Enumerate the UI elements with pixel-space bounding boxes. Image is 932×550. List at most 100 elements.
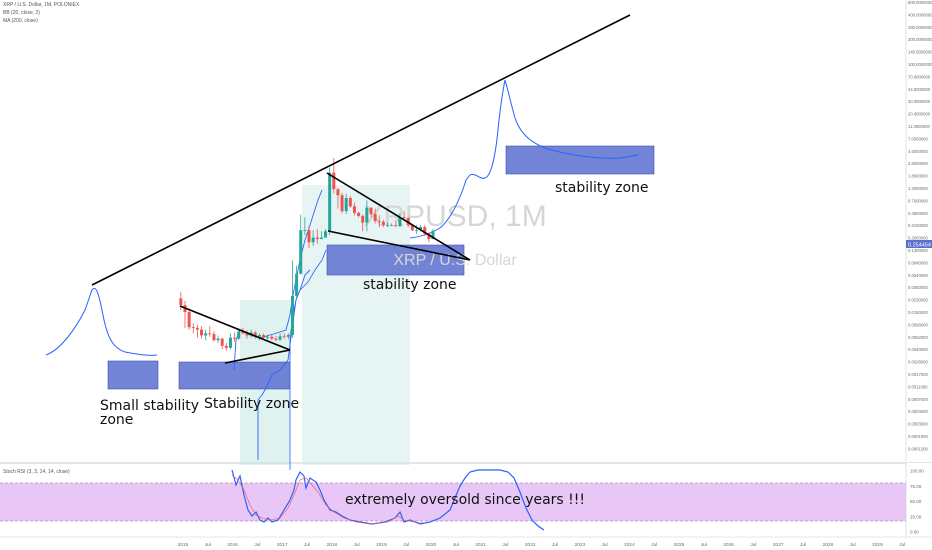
candle-body [262, 335, 266, 338]
time-axis-label: Jul [552, 542, 558, 548]
time-axis-label: 2022 [525, 542, 536, 548]
price-axis-label: 7.0000000 [908, 136, 928, 141]
stoch-rsi-pane[interactable]: extremely oversold since years !!! 100.0… [0, 463, 932, 537]
rsi-note: extremely oversold since years !!! [345, 492, 585, 508]
candle-body [311, 237, 315, 243]
price-axis-label: 0.7600000 [908, 198, 928, 203]
price-axis-label: 0.0026000 [908, 360, 928, 365]
candle-body [361, 215, 365, 223]
candle-body [204, 333, 208, 336]
price-axis-label: 20.0000000 [908, 112, 931, 117]
watermark: XRPUSD, 1M XRP / U.S. Dollar [363, 200, 546, 269]
candle-body [282, 336, 286, 338]
time-axis-label: Jul [602, 542, 608, 548]
stability-zone-label-3: stability zone [555, 180, 649, 196]
rsi-axis-label: 100.00 [910, 469, 924, 474]
candle-body [377, 220, 381, 222]
candle-body [187, 312, 191, 328]
time-axis-label: 2028 [822, 542, 833, 548]
band-line-2020 [409, 79, 639, 239]
band-lower-2016 [257, 269, 311, 460]
price-axis-label: 30.0000000 [908, 99, 931, 104]
time-axis-label: Jul [254, 542, 260, 548]
candle-body [386, 225, 390, 226]
price-axis-label: 0.0017000 [908, 372, 928, 377]
price-axis-label: 0.0350000 [908, 285, 928, 290]
watermark-name: XRP / U.S. Dollar [393, 252, 517, 269]
time-axis-label: 2024 [624, 542, 635, 548]
time-axis-label: 2019 [376, 542, 387, 548]
trend-lines [91, 14, 631, 364]
candle-body [373, 214, 377, 221]
zone-labels: Small stability zone Stability zone stab… [100, 180, 649, 428]
stability-zone-label-2: stability zone [363, 277, 457, 293]
price-axis-label: 280.0000000 [908, 25, 932, 30]
time-axis-label: 2027 [773, 542, 784, 548]
time-axis-label: Jul [453, 542, 459, 548]
time-axis-label: Jul [850, 542, 856, 548]
price-axis-label: 0.0096000 [908, 322, 928, 327]
time-axis-label: Jul [502, 542, 508, 548]
candle-body [328, 172, 332, 232]
bollinger-band-fill [240, 185, 410, 465]
candle-body [423, 227, 427, 234]
rsi-axis-bg [906, 463, 932, 537]
candle-body [299, 230, 303, 274]
candle-body [228, 337, 232, 348]
candle-body [216, 338, 220, 341]
candle-body [266, 336, 270, 338]
candle-body [303, 230, 307, 231]
time-axis-label: Jul [304, 542, 310, 548]
price-tag-bg [906, 240, 932, 248]
candle-body [212, 334, 216, 341]
price-axis-label: 0.2000000 [908, 236, 928, 241]
time-axis-label: 2018 [326, 542, 337, 548]
rsi-k-line [231, 469, 545, 531]
watermark-symbol: XRPUSD, 1M [363, 200, 546, 233]
price-axis-label: 0.4800000 [908, 211, 928, 216]
candle-body [340, 195, 344, 212]
rsi-axis-label: 75.00 [910, 484, 922, 489]
price-axis-label: 2.8000000 [908, 161, 928, 166]
time-axis[interactable]: 2015 Jul 2016 Jul 2017 Jul 2018 Jul 2019 Jul 2020 J… [0, 536, 932, 548]
band-line-2014 [45, 287, 158, 356]
time-axis-label: 2025 [674, 542, 685, 548]
candle-body [332, 172, 336, 190]
price-axis-label: 0.0011000 [908, 384, 928, 389]
candle-body [390, 225, 394, 226]
candle-body [398, 217, 402, 227]
stability-zone-box-1 [107, 360, 159, 390]
price-axis-label: 0.0040000 [908, 347, 928, 352]
rsi-axis-label: 0.00 [910, 530, 919, 535]
candle-body [245, 333, 249, 336]
time-axis-label: Jul [750, 542, 756, 548]
price-axis-label: 0.0003000 [908, 422, 928, 427]
price-axis-label: 140.0000000 [908, 50, 932, 55]
price-axis-label: 4.5000000 [908, 149, 928, 154]
candle-body [200, 329, 204, 336]
time-axis-label: Jul [354, 542, 360, 548]
candle-body [208, 333, 212, 335]
candle-body [427, 233, 431, 240]
price-axis-label: 0.0230000 [908, 298, 928, 303]
price-axis-label: 0.3100000 [908, 223, 928, 228]
rsi-axis-label: 50.00 [910, 499, 922, 504]
candle-body [191, 327, 195, 328]
time-axis-label: 2015 [178, 542, 189, 548]
time-axis-label: 2023 [574, 542, 585, 548]
rsi-indicator-label: Stoch RSI (3, 3, 14, 14, close) [3, 469, 70, 475]
triangle-lower-line-1 [224, 349, 291, 364]
small-zone-label-line1: Small stability [100, 398, 199, 414]
bb-fill-2018 [302, 185, 410, 465]
triangle-lower-line-2 [327, 230, 471, 261]
price-axis[interactable]: 600.0000000 400.0000000 280.0000000 200.000… [905, 0, 932, 462]
price-axis-label: 0.0007000 [908, 397, 928, 402]
candle-body [348, 198, 352, 207]
ma-indicator-label: MA (200, close) [3, 18, 38, 24]
price-axis-label: 0.0840000 [908, 260, 928, 265]
candle-body [270, 336, 274, 339]
price-axis-label: 0.0001200 [908, 446, 928, 451]
candle-body [233, 337, 237, 339]
